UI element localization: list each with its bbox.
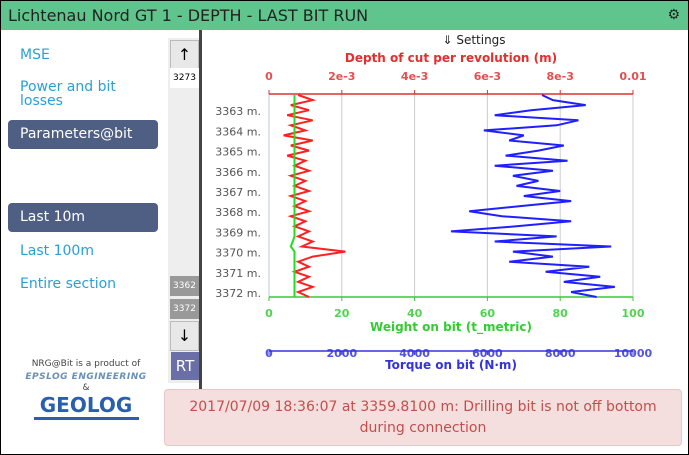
range-end-label[interactable]: 3372 [170, 299, 199, 319]
series-line-0 [283, 94, 346, 298]
depth-tick-label: 3371 m. [215, 267, 261, 280]
range-last-10m[interactable]: Last 10m [8, 203, 158, 232]
depth-tick-label: 3365 m. [215, 146, 261, 159]
axis-tick-label: 0 [265, 307, 273, 320]
series-line-2 [450, 94, 615, 298]
range-start-label[interactable]: 3362 [170, 276, 199, 296]
range-entire-section[interactable]: Entire section [20, 276, 117, 292]
sidebar-item-mse[interactable]: MSE [20, 47, 50, 63]
depth-tick-label: 3372 m. [215, 287, 261, 300]
credits: NRG@Bit is a product of EPSLOG ENGINEERI… [21, 359, 151, 420]
axis-tick-label: 8e-3 [547, 70, 574, 83]
divider [199, 30, 202, 390]
axis-tick-label: 10000 [614, 347, 653, 360]
range-last-100m[interactable]: Last 100m [20, 243, 94, 259]
depth-tick-label: 3368 m. [215, 206, 261, 219]
depth-tick-label: 3364 m. [215, 125, 261, 138]
axis-tick-label: 100 [622, 307, 645, 320]
scroll-down-button[interactable]: ↓ [170, 321, 199, 351]
axis-tick-label: 2e-3 [328, 70, 355, 83]
axis-tick-label: 2000 [326, 347, 357, 360]
gear-icon[interactable]: ⚙ [667, 7, 680, 23]
axis-tick-label: 6000 [472, 347, 503, 360]
axis-title: Weight on bit (t_metric) [370, 320, 532, 335]
axis-tick-label: 40 [407, 307, 423, 320]
depth-tick-label: 3369 m. [215, 226, 261, 239]
depth-tick-label: 3367 m. [215, 186, 261, 199]
depth-tick-label: 3366 m. [215, 166, 261, 179]
axis-tick-label: 80 [553, 307, 569, 320]
window-title: Lichtenau Nord GT 1 - DEPTH - LAST BIT R… [8, 6, 369, 25]
epslog-logo: EPSLOG ENGINEERING [25, 372, 147, 382]
realtime-button[interactable]: RT [171, 352, 199, 380]
axis-tick-label: 20 [334, 307, 350, 320]
axis-tick-label: 0 [265, 347, 273, 360]
top-depth-label: 3273 [170, 68, 199, 88]
axis-tick-label: 4e-3 [401, 70, 428, 83]
depth-scrollbar[interactable]: ↑ 3273 3362 3372 ↓ [168, 38, 199, 383]
axis-tick-label: 4000 [399, 347, 430, 360]
settings-button[interactable]: ⇓ Settings [442, 33, 505, 47]
geolog-logo: GEOLOG [33, 393, 139, 420]
depth-chart: ⇓ Settings 3363 m. 3364 m. 3365 m. 3366 m. 33… [215, 33, 653, 372]
axis-title: Depth of cut per revolution (m) [345, 51, 557, 65]
axis-tick-label: 0 [265, 70, 273, 83]
sidebar-item-parameters-at-bit[interactable]: Parameters@bit [8, 120, 158, 149]
sidebar: MSE Power and bit losses Parameters@bit … [1, 31, 166, 454]
series-line-1 [289, 95, 296, 297]
title-bar: Lichtenau Nord GT 1 - DEPTH - LAST BIT R… [1, 1, 688, 30]
credit-text: NRG@Bit is a product of [31, 359, 141, 369]
depth-tick-label: 3370 m. [215, 247, 261, 260]
alert-message: 2017/07/09 18:36:07 at 3359.8100 m: Dril… [164, 389, 682, 446]
axis-tick-label: 8000 [545, 347, 576, 360]
scroll-up-button[interactable]: ↑ [170, 40, 199, 70]
depth-tick-label: 3363 m. [215, 105, 261, 118]
sidebar-item-power-bit-losses[interactable]: Power and bit losses [20, 79, 116, 109]
credit-amp: & [82, 383, 90, 393]
axis-tick-label: 6e-3 [474, 70, 501, 83]
axis-tick-label: 0.01 [619, 70, 646, 83]
axis-title: Torque on bit (N·m) [385, 358, 517, 372]
axis-tick-label: 60 [480, 307, 496, 320]
